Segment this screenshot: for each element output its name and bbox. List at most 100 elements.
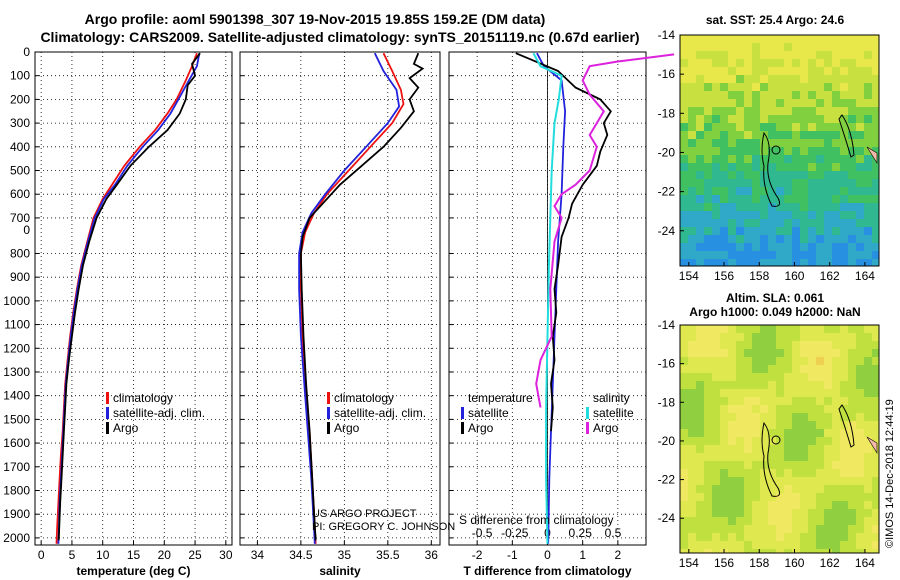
map-cell bbox=[728, 139, 736, 147]
map-cell bbox=[728, 51, 736, 59]
map-cell bbox=[728, 325, 736, 333]
map-cell bbox=[856, 549, 864, 553]
map-cell bbox=[848, 405, 856, 413]
map-cell bbox=[808, 397, 816, 405]
map-cell bbox=[864, 147, 872, 155]
map-cell bbox=[776, 405, 784, 413]
map-cell bbox=[720, 501, 728, 509]
map-cell bbox=[704, 533, 712, 541]
map-cell bbox=[792, 227, 800, 235]
map-cell bbox=[816, 59, 824, 67]
map-cell bbox=[704, 179, 712, 187]
map-cell bbox=[760, 107, 768, 115]
map-cell bbox=[768, 171, 776, 179]
map-cell bbox=[864, 187, 872, 195]
map-cell bbox=[848, 35, 856, 43]
map-cell bbox=[704, 349, 712, 357]
map-cell bbox=[816, 365, 824, 373]
map-cell bbox=[848, 525, 856, 533]
map-cell bbox=[856, 59, 864, 67]
map-cell bbox=[688, 35, 696, 43]
map-cell bbox=[784, 83, 792, 91]
depth-tick-label: 1200 bbox=[3, 341, 30, 355]
map-cell bbox=[744, 67, 752, 75]
map-cell bbox=[744, 107, 752, 115]
map-cell bbox=[832, 163, 840, 171]
map-cell bbox=[712, 453, 720, 461]
map-y-tick-label: -14 bbox=[658, 28, 676, 42]
map-cell bbox=[696, 429, 704, 437]
map-cell bbox=[744, 533, 752, 541]
map-cell bbox=[776, 381, 784, 389]
map-cell bbox=[680, 381, 688, 389]
map-cell bbox=[720, 341, 728, 349]
map-cell bbox=[760, 509, 768, 517]
map-cell bbox=[792, 413, 800, 421]
map-cell bbox=[848, 91, 856, 99]
map-cell bbox=[744, 51, 752, 59]
map-cell bbox=[776, 51, 784, 59]
map-cell bbox=[696, 469, 704, 477]
map-cell bbox=[768, 115, 776, 123]
coastline bbox=[761, 421, 780, 497]
map-cell bbox=[800, 461, 808, 469]
map-x-tick-label: 160 bbox=[784, 269, 804, 283]
map-cell bbox=[728, 549, 736, 553]
map-cell bbox=[808, 203, 816, 211]
map-cell bbox=[680, 405, 688, 413]
map-cell bbox=[680, 421, 688, 429]
map-cell bbox=[792, 219, 800, 227]
map-cell bbox=[824, 227, 832, 235]
map-cell bbox=[800, 517, 808, 525]
map-cell bbox=[760, 259, 768, 266]
map-cell bbox=[744, 357, 752, 365]
map-cell bbox=[760, 477, 768, 485]
map-cell bbox=[864, 179, 872, 187]
map-cell bbox=[792, 259, 800, 266]
map-cell bbox=[704, 541, 712, 549]
map-cell bbox=[712, 445, 720, 453]
map-cell bbox=[832, 517, 840, 525]
map-cell bbox=[768, 203, 776, 211]
title-line-1: Argo profile: aoml 5901398_307 19-Nov-20… bbox=[85, 11, 546, 27]
map-cell bbox=[816, 413, 824, 421]
map-cell bbox=[712, 107, 720, 115]
map-cell bbox=[816, 405, 824, 413]
map-cell bbox=[704, 123, 712, 131]
map-cell bbox=[736, 437, 744, 445]
map-cell bbox=[752, 131, 760, 139]
map-cell bbox=[680, 357, 688, 365]
depth-tick-label: 1300 bbox=[3, 365, 30, 379]
map-cell bbox=[872, 147, 879, 155]
map-y-tick-label: -18 bbox=[658, 106, 676, 120]
map-cell bbox=[832, 195, 840, 203]
map-cell bbox=[744, 235, 752, 243]
map-cell bbox=[768, 219, 776, 227]
map-cell bbox=[696, 517, 704, 525]
map-cell bbox=[856, 437, 864, 445]
map-cell bbox=[712, 381, 720, 389]
map-cell bbox=[736, 325, 744, 333]
map-cell bbox=[872, 115, 879, 123]
map-x-tick-label: 154 bbox=[679, 269, 699, 283]
map-cell bbox=[744, 325, 752, 333]
legend-swatch-climatology bbox=[327, 392, 330, 404]
map-cell bbox=[776, 211, 784, 219]
map-cell bbox=[800, 549, 808, 553]
map-cell bbox=[696, 235, 704, 243]
map-cell bbox=[824, 99, 832, 107]
map-cell bbox=[784, 341, 792, 349]
map-cell bbox=[832, 445, 840, 453]
map-cell bbox=[768, 381, 776, 389]
map-cell bbox=[832, 389, 840, 397]
map-cell bbox=[720, 91, 728, 99]
map-cell bbox=[848, 107, 856, 115]
map-cell bbox=[680, 461, 688, 469]
map-cell bbox=[800, 163, 808, 171]
map-cell bbox=[864, 421, 872, 429]
map-cell bbox=[696, 227, 704, 235]
map-cell bbox=[856, 115, 864, 123]
map-cell bbox=[824, 259, 832, 266]
map-cell bbox=[872, 211, 879, 219]
map-cell bbox=[736, 453, 744, 461]
